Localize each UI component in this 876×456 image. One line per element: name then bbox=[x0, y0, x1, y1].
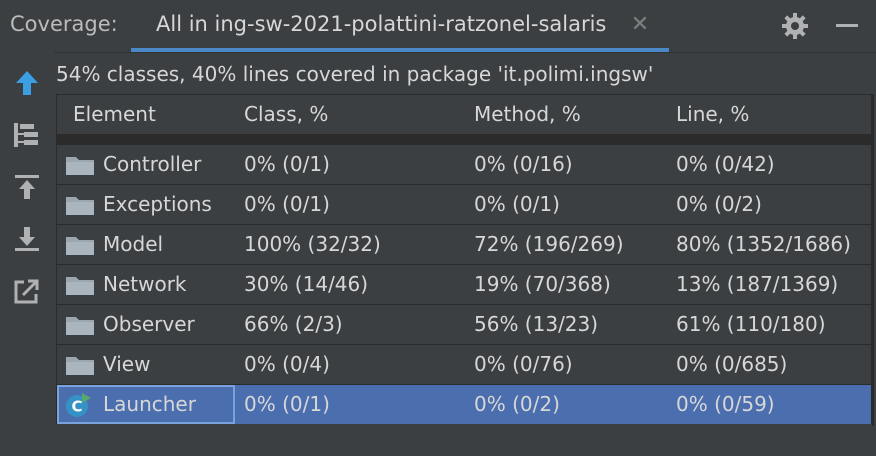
table-row[interactable]: Exceptions 0% (0/1) 0% (0/1) 0% (0/2) bbox=[57, 185, 871, 224]
folder-icon bbox=[66, 197, 94, 215]
open-editor-icon[interactable] bbox=[10, 274, 44, 308]
method-coverage-cell: 72% (196/269) bbox=[474, 232, 624, 256]
element-name: Model bbox=[103, 232, 164, 256]
class-coverage-cell: 0% (0/1) bbox=[244, 392, 330, 416]
table-row-selected[interactable]: C Launcher 0% (0/1) 0% (0/2) 0% (0/59) bbox=[57, 385, 871, 424]
element-cell: Controller bbox=[57, 145, 235, 184]
table-row[interactable]: Controller 0% (0/1) 0% (0/16) 0% (0/42) bbox=[57, 145, 871, 184]
element-name: Launcher bbox=[103, 392, 196, 416]
element-cell: Exceptions bbox=[57, 185, 235, 224]
column-header-line[interactable]: Line, % bbox=[676, 102, 750, 126]
coverage-header: Coverage: All in ing-sw-2021-polattini-r… bbox=[0, 0, 876, 53]
class-coverage-cell: 30% (14/46) bbox=[244, 272, 369, 296]
element-name: Network bbox=[103, 272, 187, 296]
method-coverage-cell: 0% (0/76) bbox=[474, 352, 573, 376]
import-icon[interactable] bbox=[10, 170, 44, 204]
class-icon: C bbox=[66, 393, 91, 417]
line-coverage-cell: 0% (0/2) bbox=[676, 192, 762, 216]
element-name: View bbox=[103, 352, 151, 376]
method-coverage-cell: 0% (0/1) bbox=[474, 192, 560, 216]
element-name: Exceptions bbox=[103, 192, 212, 216]
line-coverage-cell: 61% (110/180) bbox=[676, 312, 826, 336]
method-coverage-cell: 0% (0/2) bbox=[474, 392, 560, 416]
method-coverage-cell: 19% (70/368) bbox=[474, 272, 611, 296]
method-coverage-cell: 0% (0/16) bbox=[474, 152, 573, 176]
folder-icon bbox=[66, 237, 94, 255]
class-coverage-cell: 100% (32/32) bbox=[244, 232, 381, 256]
element-cell: C Launcher bbox=[57, 385, 235, 424]
column-header-class[interactable]: Class, % bbox=[244, 102, 329, 126]
arrow-up-icon[interactable] bbox=[10, 66, 44, 100]
element-name: Controller bbox=[103, 152, 202, 176]
column-header-element[interactable]: Element bbox=[73, 102, 156, 126]
flatten-packages-icon[interactable] bbox=[10, 118, 44, 152]
table-row[interactable]: Model 100% (32/32) 72% (196/269) 80% (13… bbox=[57, 225, 871, 264]
tab-label[interactable]: All in ing-sw-2021-polattini-ratzonel-sa… bbox=[156, 12, 607, 36]
table-row[interactable]: Observer 66% (2/3) 56% (13/23) 61% (110/… bbox=[57, 305, 871, 344]
class-coverage-cell: 66% (2/3) bbox=[244, 312, 343, 336]
close-icon[interactable]: ✕ bbox=[630, 12, 650, 37]
line-coverage-cell: 0% (0/42) bbox=[676, 152, 775, 176]
element-cell: View bbox=[57, 345, 235, 384]
coverage-summary: 54% classes, 40% lines covered in packag… bbox=[56, 62, 654, 86]
coverage-title: Coverage: bbox=[10, 12, 118, 36]
line-coverage-cell: 13% (187/1369) bbox=[676, 272, 839, 296]
gear-icon[interactable] bbox=[780, 12, 810, 40]
line-coverage-cell: 0% (0/685) bbox=[676, 352, 788, 376]
class-coverage-cell: 0% (0/4) bbox=[244, 352, 330, 376]
line-coverage-cell: 0% (0/59) bbox=[676, 392, 775, 416]
minimize-icon[interactable] bbox=[834, 12, 860, 40]
element-cell: Network bbox=[57, 265, 235, 304]
folder-icon bbox=[66, 157, 94, 175]
tab-coverage-suite[interactable]: All in ing-sw-2021-polattini-ratzonel-sa… bbox=[131, 0, 669, 52]
element-cell: Observer bbox=[57, 305, 235, 344]
method-coverage-cell: 56% (13/23) bbox=[474, 312, 599, 336]
svg-text:C: C bbox=[71, 398, 82, 416]
table-row[interactable]: View 0% (0/4) 0% (0/76) 0% (0/685) bbox=[57, 345, 871, 384]
element-cell: Model bbox=[57, 225, 235, 264]
folder-icon bbox=[66, 357, 94, 375]
element-name: Observer bbox=[103, 312, 195, 336]
table-row[interactable]: Network 30% (14/46) 19% (70/368) 13% (18… bbox=[57, 265, 871, 304]
table-empty-area bbox=[56, 424, 872, 456]
column-header-method[interactable]: Method, % bbox=[474, 102, 581, 126]
folder-icon bbox=[66, 317, 94, 335]
table-header-row: Element Class, % Method, % Line, % bbox=[57, 95, 871, 134]
tab-active-indicator bbox=[131, 48, 669, 52]
folder-icon bbox=[66, 277, 94, 295]
coverage-toolbar bbox=[0, 52, 54, 456]
coverage-table: Element Class, % Method, % Line, % Contr… bbox=[56, 94, 874, 426]
class-coverage-cell: 0% (0/1) bbox=[244, 192, 330, 216]
export-icon[interactable] bbox=[10, 222, 44, 256]
line-coverage-cell: 80% (1352/1686) bbox=[676, 232, 851, 256]
class-coverage-cell: 0% (0/1) bbox=[244, 152, 330, 176]
